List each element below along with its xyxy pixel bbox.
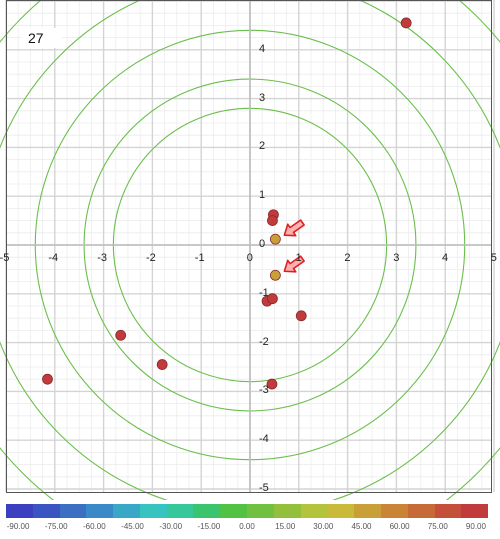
colorbar-segment xyxy=(381,504,408,518)
data-point xyxy=(42,374,52,384)
highlight-arrow xyxy=(280,253,306,277)
colorbar-segment xyxy=(60,504,87,518)
colorbar-segment xyxy=(408,504,435,518)
data-point xyxy=(157,360,167,370)
colorbar-segment xyxy=(274,504,301,518)
data-point xyxy=(401,18,411,28)
x-tick-label: -1 xyxy=(195,252,205,264)
x-tick-label: -5 xyxy=(0,252,9,264)
x-tick-label: 3 xyxy=(393,252,399,264)
colorbar-segment xyxy=(167,504,194,518)
colorbar-label: -15.00 xyxy=(197,522,220,531)
x-tick-label: 2 xyxy=(344,252,350,264)
colorbar-segment xyxy=(301,504,328,518)
colorbar-label: 30.00 xyxy=(313,522,333,531)
x-tick-label: 4 xyxy=(442,252,448,264)
y-tick-label: 0 xyxy=(259,238,265,250)
colorbar-label: 90.00 xyxy=(466,522,486,531)
colorbar-label: -60.00 xyxy=(83,522,106,531)
colorbar-label: 60.00 xyxy=(390,522,410,531)
colorbar-segment xyxy=(86,504,113,518)
colorbar-label: 75.00 xyxy=(428,522,448,531)
x-tick-label: -2 xyxy=(146,252,156,264)
colorbar-label: -30.00 xyxy=(159,522,182,531)
colorbar-label: 0.00 xyxy=(239,522,255,531)
frame-badge: 27 xyxy=(22,28,62,48)
colorbar-segment xyxy=(113,504,140,518)
x-tick-label: -4 xyxy=(48,252,58,264)
y-tick-label: -4 xyxy=(259,433,269,445)
colorbar-labels: -90.00 -75.00 -60.00 -45.00 -30.00 -15.00 0.00… xyxy=(6,522,488,536)
colorbar-segment xyxy=(6,504,33,518)
colorbar-segment xyxy=(193,504,220,518)
data-point xyxy=(116,330,126,340)
x-tick-label: 0 xyxy=(247,252,253,264)
data-point xyxy=(267,294,277,304)
colorbar-label: -90.00 xyxy=(7,522,30,531)
y-tick-label: -2 xyxy=(259,336,269,348)
colorbar-segment xyxy=(354,504,381,518)
colorbar xyxy=(6,504,488,518)
x-tick-label: 5 xyxy=(491,252,497,264)
data-point xyxy=(296,311,306,321)
y-tick-label: 4 xyxy=(259,43,265,55)
colorbar-segment xyxy=(435,504,462,518)
colorbar-label: -45.00 xyxy=(121,522,144,531)
colorbar-label: 45.00 xyxy=(351,522,371,531)
y-tick-label: -5 xyxy=(259,482,269,494)
data-point xyxy=(267,216,277,226)
colorbar-segment xyxy=(33,504,60,518)
y-tick-label: -3 xyxy=(259,384,269,396)
colorbar-label: 15.00 xyxy=(275,522,295,531)
y-tick-label: 2 xyxy=(259,140,265,152)
colorbar-segment xyxy=(247,504,274,518)
x-tick-label: -3 xyxy=(97,252,107,264)
x-tick-label: 1 xyxy=(296,252,302,264)
colorbar-label: -75.00 xyxy=(45,522,68,531)
y-tick-label: 1 xyxy=(259,189,265,201)
y-tick-label: -1 xyxy=(259,287,269,299)
data-point xyxy=(270,270,280,280)
colorbar-segment xyxy=(140,504,167,518)
colorbar-segment xyxy=(461,504,488,518)
data-point xyxy=(270,234,280,244)
scatter-plot xyxy=(0,0,500,500)
data-points xyxy=(42,18,411,389)
colorbar-segment xyxy=(220,504,247,518)
colorbar-segment xyxy=(327,504,354,518)
minor-grid xyxy=(6,0,492,492)
y-tick-label: 3 xyxy=(259,92,265,104)
